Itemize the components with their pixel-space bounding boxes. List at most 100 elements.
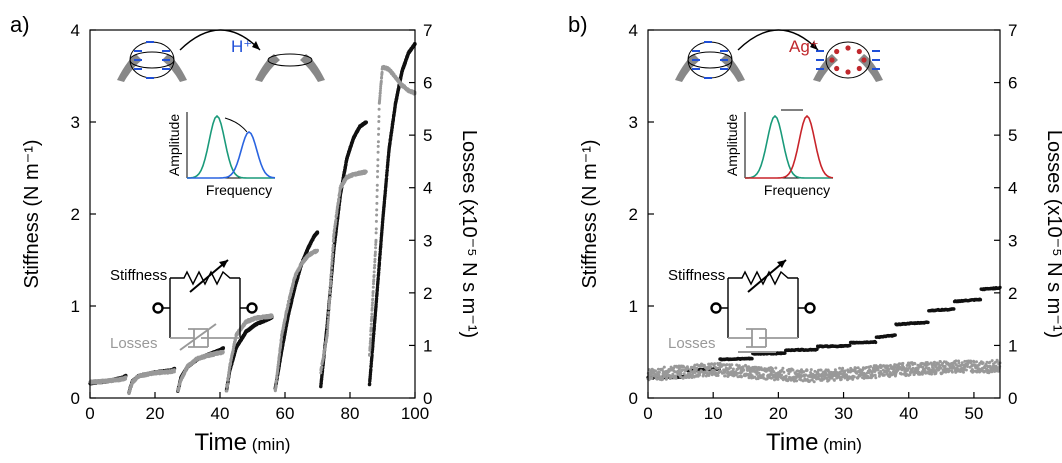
losses-point <box>375 201 379 205</box>
electrode-icon <box>300 54 325 82</box>
stiffness-point <box>926 320 930 325</box>
losses-point <box>337 197 341 201</box>
losses-point <box>371 297 375 301</box>
losses-point <box>375 183 379 187</box>
losses-point <box>364 170 368 174</box>
losses-point <box>331 243 335 247</box>
losses-point <box>270 315 274 319</box>
circuit-inset: Stiffness Losses <box>110 259 258 352</box>
stiffness-point <box>384 176 389 181</box>
losses-point <box>330 260 334 264</box>
stiffness-point <box>367 382 372 386</box>
y-left-tick-label: 1 <box>71 297 80 316</box>
losses-point <box>373 257 377 261</box>
losses-point <box>368 339 372 343</box>
x-tick-label: 20 <box>146 404 165 423</box>
losses-point <box>723 374 727 378</box>
losses-point <box>369 337 372 341</box>
losses-point <box>371 285 375 289</box>
losses-point <box>331 252 335 256</box>
panel-letter: a) <box>10 12 30 37</box>
stiffness-point <box>380 223 385 227</box>
losses-point <box>380 70 384 74</box>
losses-point <box>329 279 333 283</box>
losses-point <box>369 333 373 337</box>
losses-point <box>225 389 229 393</box>
x-tick-label: 60 <box>276 404 295 423</box>
losses-point <box>319 371 323 375</box>
losses-point <box>330 266 334 270</box>
stiffness-point <box>848 343 852 348</box>
losses-point <box>328 295 332 299</box>
peak-before <box>186 114 275 179</box>
losses-point <box>370 312 374 316</box>
losses-point <box>374 246 378 250</box>
losses-point <box>372 278 376 282</box>
stiffness-point <box>376 276 380 280</box>
losses-point <box>713 362 717 366</box>
losses-point <box>725 363 729 367</box>
stiffness-point <box>221 346 225 350</box>
y-right-tick-label: 6 <box>423 74 432 93</box>
stiffness-point <box>377 270 381 275</box>
stiffness-point <box>315 231 320 235</box>
losses-point <box>232 343 236 347</box>
losses-point <box>374 238 378 242</box>
y-right-tick-label: 3 <box>423 231 432 250</box>
terminal-icon <box>246 302 258 314</box>
losses-point <box>695 366 699 370</box>
y-right-axis-label: Losses (x10⁻⁵ N s m⁻¹) <box>458 130 480 338</box>
x-axis-label: Time (min) <box>195 429 291 456</box>
losses-point <box>286 303 290 307</box>
losses-point <box>371 294 375 297</box>
stiffness-point <box>372 331 376 336</box>
losses-point <box>373 263 377 267</box>
losses-point <box>716 374 720 377</box>
losses-point <box>375 195 379 199</box>
x-tick-label: 40 <box>211 404 230 423</box>
losses-point <box>679 372 683 376</box>
losses-point <box>320 365 324 369</box>
losses-point <box>377 107 381 111</box>
stiffness-point <box>385 168 389 172</box>
losses-series <box>88 64 417 396</box>
losses-point <box>226 382 230 386</box>
stiffness-point <box>377 266 381 271</box>
losses-point <box>326 315 330 319</box>
losses-point <box>662 365 666 369</box>
losses-point <box>370 315 374 319</box>
losses-series <box>646 358 1002 384</box>
losses-point <box>657 370 661 374</box>
panel-letter: b) <box>568 12 588 37</box>
circuit-losses-label: Losses <box>110 335 158 352</box>
losses-point <box>327 311 331 314</box>
losses-point <box>316 248 319 252</box>
stiffness-point <box>378 250 382 254</box>
y-left-tick-label: 3 <box>71 113 80 132</box>
losses-point <box>729 366 732 370</box>
losses-point <box>373 266 376 270</box>
y-right-tick-label: 2 <box>423 284 432 303</box>
losses-point <box>377 132 380 136</box>
stiffness-point <box>375 291 379 295</box>
losses-point <box>376 175 379 179</box>
losses-point <box>373 250 377 254</box>
stiffness-point <box>952 307 956 311</box>
losses-point <box>379 79 383 83</box>
stiffness-point <box>873 340 878 345</box>
losses-point <box>375 188 379 192</box>
electrode-icon <box>255 54 280 82</box>
stiffness-point <box>374 297 379 301</box>
losses-point <box>376 140 380 144</box>
losses-point <box>275 375 279 378</box>
circuit-stiffness-label: Stiffness <box>110 267 167 284</box>
ion-label: H⁺ <box>231 37 252 56</box>
losses-point <box>370 303 374 307</box>
losses-point <box>731 367 735 371</box>
losses-point <box>368 352 372 356</box>
losses-point <box>226 378 230 382</box>
losses-point <box>124 375 128 379</box>
losses-point <box>376 150 380 154</box>
